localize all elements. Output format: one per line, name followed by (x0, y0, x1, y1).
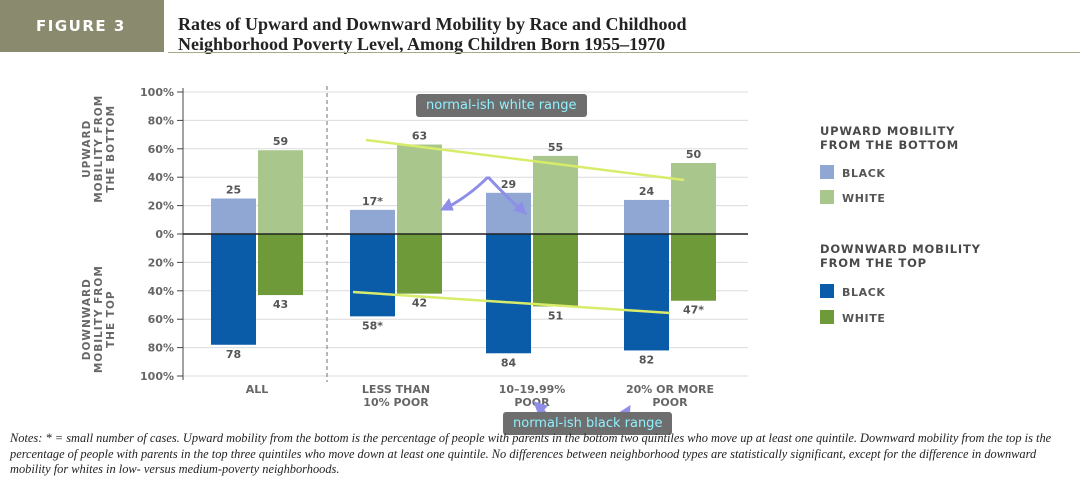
y-axis-title-line: UPWARD (81, 120, 93, 178)
y-axis-title-line: THE BOTTOM (105, 105, 117, 193)
legend-title-downward: DOWNWARD MOBILITY (820, 242, 981, 256)
figure-label: FIGURE 3 (0, 0, 164, 52)
bar-upward-white (258, 150, 303, 234)
header-rule (168, 52, 1080, 53)
white-range-trend-line (365, 138, 685, 182)
white-range-arrowhead-left (440, 197, 454, 211)
y-axis-title-line: MOBILITY FROM (93, 265, 105, 373)
bar-downward-black (624, 234, 669, 351)
figure-notes: Notes: * = small number of cases. Upward… (10, 431, 1052, 476)
y-tick-label: 60% (148, 313, 174, 326)
y-axis-title-line: DOWNWARD (81, 278, 93, 360)
bar-downward-white (533, 234, 578, 307)
data-label-upward-white: 55 (548, 141, 563, 154)
bar-upward-black (211, 198, 256, 234)
black-range-trend-line (352, 290, 671, 315)
white-range-annotation: normal-ish white range (416, 94, 587, 117)
legend-label-downward-black: BLACK (842, 286, 886, 299)
y-tick-label: 100% (140, 370, 174, 383)
mobility-chart: 100% 80% 60% 40% 20% 0% 20% 40% 60% 80% 100% UPWARD… (81, 86, 981, 430)
category-label: 10% POOR (363, 396, 429, 409)
data-label-downward-black: 78 (226, 348, 241, 361)
y-axis-title-downward: DOWNWARD MOBILITY FROM THE TOP (81, 265, 117, 373)
data-label-downward-black: 58* (362, 319, 383, 332)
black-range-annotation: normal-ish black range (503, 412, 673, 435)
white-range-arrowhead-right (513, 201, 527, 215)
y-tick-label: 80% (148, 342, 174, 355)
bar-upward-white (397, 144, 442, 234)
legend-title-downward: FROM THE TOP (820, 256, 927, 270)
legend-swatch-upward-white (820, 190, 834, 204)
bar-downward-black (486, 234, 531, 354)
y-tick-label: 100% (140, 86, 174, 99)
data-label-upward-white: 59 (273, 135, 288, 148)
category-label: LESS THAN (362, 383, 430, 396)
bar-upward-black (350, 209, 395, 234)
category-label: 10–19.99% (499, 383, 566, 396)
white-range-arrow-left (447, 175, 490, 209)
y-axis-title-line: THE TOP (105, 290, 117, 348)
y-tick-label: 40% (148, 285, 174, 298)
data-label-downward-black: 82 (639, 353, 654, 366)
bar-upward-white (533, 155, 578, 234)
y-tick-label: 20% (148, 200, 174, 213)
legend-title-upward: FROM THE BOTTOM (820, 138, 959, 152)
data-label-downward-black: 84 (501, 356, 517, 369)
data-label-upward-black: 25 (226, 184, 241, 197)
data-label-downward-white: 42 (412, 297, 427, 310)
data-label-upward-white: 50 (686, 148, 702, 161)
data-label-downward-white: 47* (683, 304, 704, 317)
y-tick-label: 20% (148, 256, 174, 269)
data-label-upward-black: 17* (362, 195, 383, 208)
data-label-upward-black: 24 (639, 185, 655, 198)
bar-upward-black (624, 199, 669, 234)
y-tick-label: 60% (148, 143, 174, 156)
bar-upward-white (671, 163, 716, 234)
y-axis-title-upward: UPWARD MOBILITY FROM THE BOTTOM (81, 95, 117, 203)
category-label: 20% OR MORE (626, 383, 714, 396)
bar-downward-black (211, 234, 256, 345)
bar-downward-white (397, 234, 442, 294)
data-label-upward-black: 29 (501, 178, 516, 191)
data-label-downward-white: 51 (548, 309, 563, 322)
legend-swatch-downward-white (820, 310, 834, 324)
figure-title-line-2: Neighborhood Poverty Level, Among Childr… (178, 34, 666, 54)
data-label-downward-white: 43 (273, 298, 288, 311)
legend-label-upward-white: WHITE (842, 192, 885, 205)
legend-title-upward: UPWARD MOBILITY (820, 124, 955, 138)
black-range-arrowhead-left (533, 401, 548, 416)
figure-title: Rates of Upward and Downward Mobility by… (178, 14, 878, 54)
legend-swatch-upward-black (820, 165, 834, 179)
y-axis-title-line: MOBILITY FROM (93, 95, 105, 203)
bar-downward-black (350, 234, 395, 317)
legend-label-downward-white: WHITE (842, 312, 885, 325)
y-tick-label: 80% (148, 114, 174, 127)
figure-title-line-1: Rates of Upward and Downward Mobility by… (178, 14, 687, 34)
bar-downward-white (258, 234, 303, 296)
data-label-upward-white: 63 (412, 130, 427, 143)
bar-downward-white (671, 234, 716, 301)
legend-label-upward-black: BLACK (842, 167, 886, 180)
legend-swatch-downward-black (820, 284, 834, 298)
y-tick-label: 40% (148, 171, 174, 184)
category-label: ALL (246, 383, 269, 396)
y-tick-label: 0% (155, 228, 174, 241)
category-label: POOR (652, 396, 688, 409)
